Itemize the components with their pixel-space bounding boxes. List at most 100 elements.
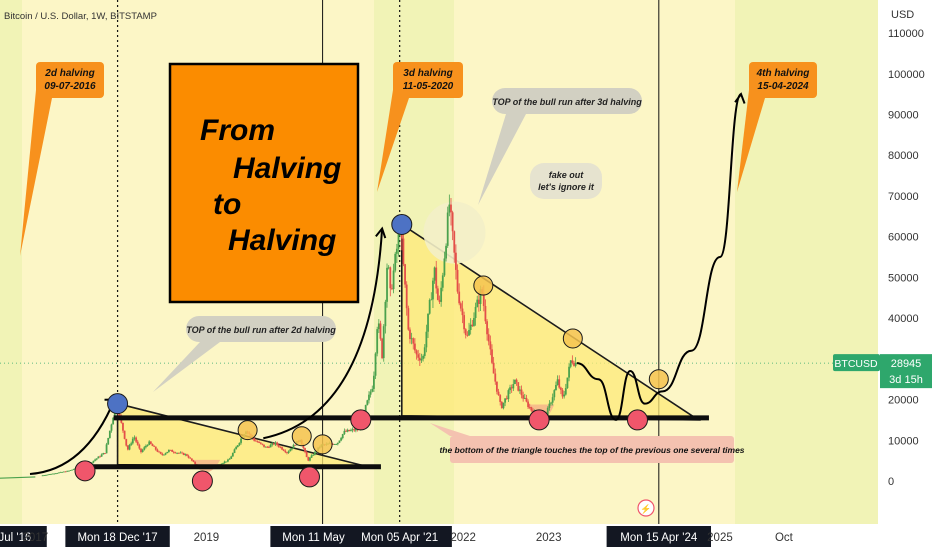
- candle: [492, 362, 495, 374]
- candle: [489, 341, 492, 350]
- red-marker: [191, 470, 213, 492]
- candle: [569, 360, 572, 367]
- candle: [354, 428, 357, 431]
- candle: [56, 473, 59, 474]
- candle: [507, 390, 510, 399]
- candle: [420, 358, 423, 361]
- candle: [95, 458, 98, 460]
- candle: [240, 438, 242, 443]
- currency-label: USD: [891, 9, 914, 21]
- bottom-note-pointer: [430, 423, 470, 436]
- candle: [391, 288, 393, 290]
- candle: [171, 450, 174, 452]
- candle: [169, 449, 172, 451]
- candle: [289, 449, 292, 452]
- candle: [254, 440, 257, 442]
- candle: [156, 449, 159, 452]
- candle: [548, 403, 551, 408]
- countdown-label: 3d 15h: [889, 374, 923, 386]
- y-tick-label: 50000: [888, 272, 919, 284]
- candle: [309, 457, 311, 461]
- candle: [376, 329, 379, 354]
- title-line: From: [200, 114, 275, 147]
- x-tick-highlight: [347, 526, 452, 547]
- candle: [123, 430, 126, 439]
- candle: [409, 329, 411, 340]
- x-tick-label: 2025: [707, 532, 733, 544]
- candle: [272, 443, 275, 445]
- candle: [394, 253, 397, 271]
- fakeout-bubble: [530, 163, 602, 199]
- candle: [448, 204, 451, 213]
- x-tick-label: 2019: [194, 532, 220, 544]
- candle: [158, 451, 160, 453]
- candle: [404, 264, 406, 285]
- candle: [438, 299, 441, 302]
- candle: [573, 362, 575, 366]
- candle: [484, 306, 487, 322]
- candle: [477, 299, 480, 304]
- candle: [112, 417, 115, 425]
- candle: [453, 231, 456, 253]
- candle: [172, 451, 175, 453]
- candle: [479, 289, 482, 304]
- candle: [486, 321, 488, 335]
- candle: [135, 437, 137, 442]
- y-tick-label: 0: [888, 476, 894, 488]
- candle: [49, 474, 52, 475]
- candle: [461, 308, 464, 316]
- title-line: to: [213, 188, 241, 221]
- lightning-icon[interactable]: [637, 499, 655, 517]
- candle: [487, 334, 490, 342]
- candle: [236, 445, 239, 448]
- y-tick-label: 10000: [888, 435, 919, 447]
- candle: [517, 382, 520, 391]
- callout-title: 2d halving: [44, 68, 94, 79]
- candle: [504, 398, 507, 403]
- candle: [374, 353, 377, 376]
- candle: [423, 347, 426, 356]
- candle: [231, 452, 234, 457]
- x-tick-label: Mon 11 Jul '16: [0, 532, 31, 544]
- candle: [284, 450, 287, 453]
- candle: [405, 284, 408, 309]
- candle: [151, 443, 154, 447]
- candle: [54, 473, 57, 475]
- x-tick-label: 2017: [23, 532, 49, 544]
- candle: [510, 387, 513, 389]
- candle: [509, 387, 511, 391]
- candle: [382, 326, 385, 359]
- candle: [182, 452, 185, 455]
- candle: [66, 470, 69, 472]
- candle: [154, 446, 157, 450]
- bubble-box: [186, 316, 336, 342]
- candle: [282, 449, 285, 451]
- title-line: Halving: [233, 152, 341, 185]
- ticker-tag: [833, 354, 880, 372]
- candle: [410, 338, 413, 340]
- candle: [566, 377, 569, 389]
- yellow-marker: [562, 328, 583, 349]
- candle: [456, 269, 459, 292]
- candle: [179, 452, 182, 454]
- candle: [307, 457, 310, 461]
- candle: [167, 449, 170, 452]
- annotation-top-3d: TOP of the bull run after 3d halving: [478, 88, 642, 205]
- candle: [571, 360, 574, 363]
- callout-title: 4th halving: [756, 68, 810, 79]
- candle: [304, 448, 306, 452]
- candle: [379, 323, 382, 339]
- candle: [333, 444, 336, 445]
- candle: [412, 338, 415, 344]
- candle: [128, 444, 131, 450]
- candle: [194, 461, 197, 465]
- candle: [125, 438, 128, 446]
- candle: [443, 258, 446, 276]
- candle: [269, 444, 272, 448]
- candle: [527, 401, 529, 407]
- x-tick-label: Mon 15 Apr '24: [620, 532, 698, 544]
- candle: [164, 453, 167, 455]
